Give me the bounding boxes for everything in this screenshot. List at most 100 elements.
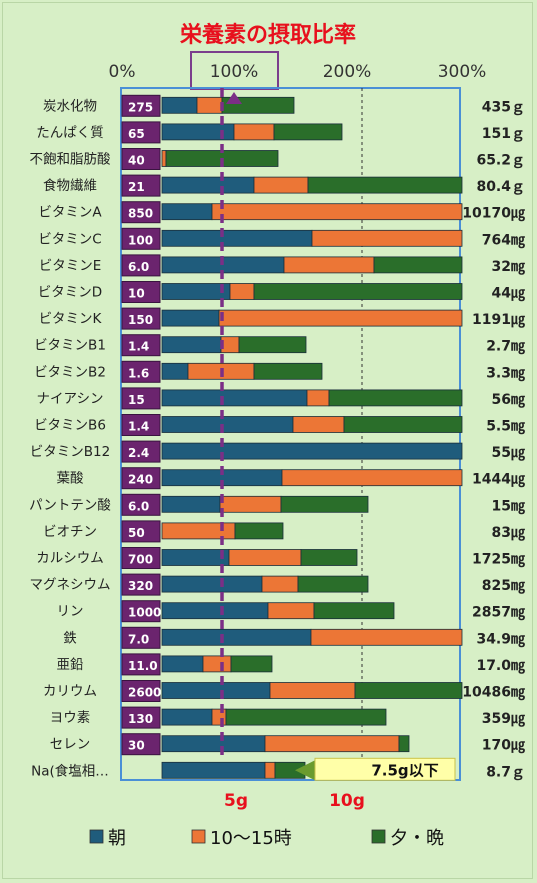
row-label: リン [57,604,84,620]
target-badge [121,201,161,224]
target-badge [121,547,161,569]
bar-segment-morning [161,416,294,433]
target-badge [121,121,161,144]
target-value: 6.0 [128,260,149,274]
callout-arrow-icon [295,760,315,781]
row-total: 1725㎎ [472,552,525,569]
target-value: 100 [128,233,153,247]
bar-segment-evening [398,735,410,753]
row-total: 825㎎ [482,578,525,595]
target-value: 2600 [128,686,161,700]
bar-segment-evening [253,362,323,380]
bar-segment-midday [292,416,345,433]
target-value: 1.4 [128,340,149,354]
target-value: 6.0 [128,499,149,513]
target-value: 275 [128,100,153,114]
row-label: セレン [50,737,91,753]
target-badge [121,600,161,623]
row-total: 17.0㎎ [476,658,525,675]
bar-segment-morning [161,575,263,593]
target-badge [121,227,161,250]
bar-segment-evening [273,123,343,141]
row-total: 10170㎍ [462,206,525,223]
target-badge [121,254,161,277]
row-total: 56㎎ [492,392,525,409]
row-total: 1444㎍ [472,472,525,489]
bar-segment-midday [211,203,463,221]
bar-segment-midday [218,309,463,327]
bar-segment-morning [161,655,204,673]
row-label: パントテン酸 [29,497,111,513]
bar-segment-midday [264,761,276,779]
target-value: 130 [128,712,153,726]
row-label: Na(食塩相… [31,762,109,779]
target-value: 40 [128,154,145,168]
chart-title: 栄養素の摂取比率 [179,22,356,48]
row-total: 5.5㎎ [486,419,525,436]
row-label: ビタミンK [39,311,103,327]
row-total: 151ｇ [482,126,525,143]
bar-segment-midday [253,176,309,194]
legend-label: 夕・晩 [390,828,444,849]
target-value: 150 [128,313,153,327]
row-label: ビタミンB12 [30,444,110,460]
target-badge [121,281,161,303]
target-value: 10 [128,287,145,301]
target-value: 240 [128,473,153,487]
row-total: 15㎎ [492,498,525,515]
target-value: 15 [128,393,145,407]
row-label: たんぱく質 [36,125,104,141]
target-value: 21 [128,180,145,194]
bar-segment-evening [238,336,307,354]
row-total: 80.4ｇ [476,179,525,196]
row-label: ビタミンC [38,231,101,247]
x-tick-label: 300% [438,62,487,82]
bar-segment-morning [161,283,231,300]
row-total: 8.7ｇ [486,764,525,781]
target-arrow-icon [226,92,242,104]
target-badge [121,520,161,543]
bar-segment-evening [328,389,463,407]
bar-segment-evening [373,256,463,274]
callout-text: 7.5g以下 [371,761,438,779]
legend-label: 朝 [108,828,126,849]
ref-label-5g: 5g [224,791,248,811]
legend-swatch [191,829,206,844]
bar-segment-evening [225,708,387,726]
bar-segment-morning [161,176,255,194]
row-total: 764㎎ [482,232,525,249]
bar-segment-evening [307,176,463,194]
bar-segment-midday [264,735,400,753]
x-tick-label: 200% [323,62,372,82]
target-value: 700 [128,553,153,567]
target-value: 1000 [128,606,161,620]
bar-segment-morning [161,628,312,646]
row-total: 2.7㎎ [486,339,525,356]
row-label: 亜鉛 [57,657,84,673]
target-value: 1.6 [128,366,149,380]
bar-segment-morning [161,309,220,327]
bar-segment-evening [343,416,463,433]
ref-label-10g: 10g [329,791,365,811]
row-total: 1191㎍ [472,312,525,329]
target-value: 11.0 [128,659,158,673]
target-badge [121,414,161,436]
row-label: ビタミンB2 [34,364,106,380]
x-tick-label: 0% [109,62,136,82]
target-value: 50 [128,526,145,540]
row-label: カリウム [43,684,97,700]
bar-segment-morning [161,96,198,114]
bar-segment-midday [196,96,223,114]
bar-segment-morning [161,203,213,221]
bar-segment-evening [280,495,369,513]
target-value: 850 [128,207,153,221]
target-badge [121,680,161,702]
target-value: 7.0 [128,632,149,646]
bar-segment-evening [297,575,369,593]
bar-segment-morning [161,442,463,460]
target-badge [121,94,161,117]
target-badge [121,307,161,330]
bar-segment-midday [229,283,255,300]
x-tick-label: 100% [210,62,259,82]
